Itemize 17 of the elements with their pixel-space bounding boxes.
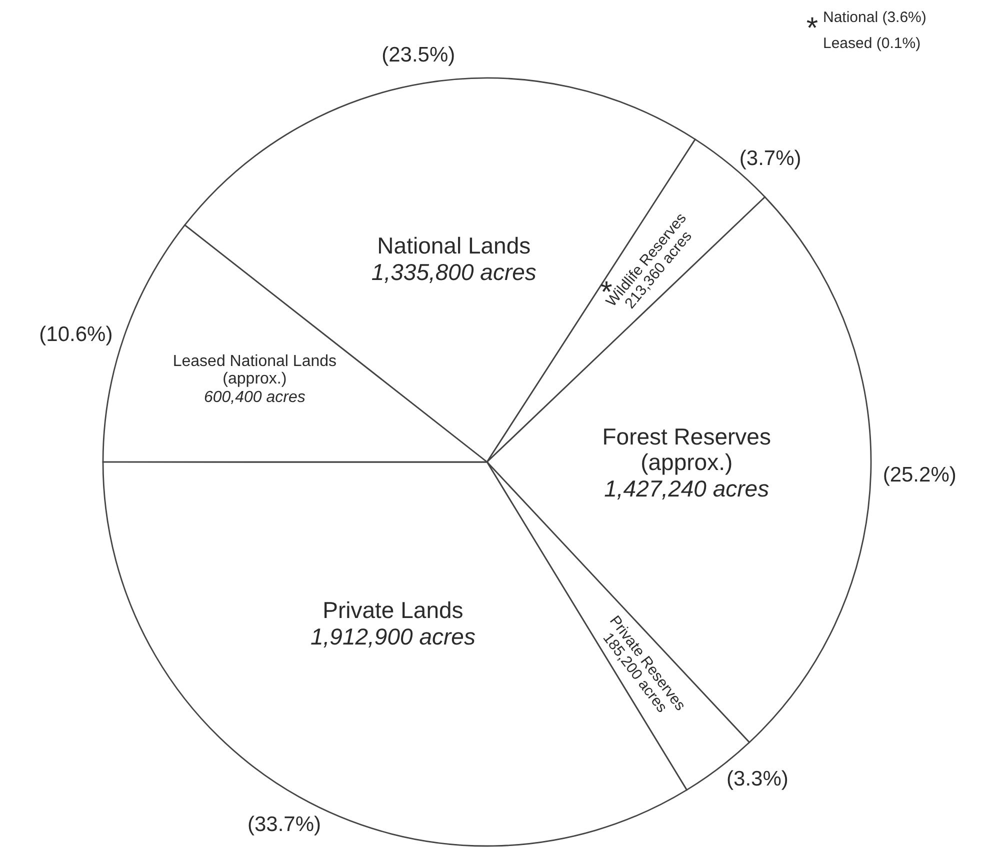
slice-label: National Lands	[377, 232, 531, 259]
text: (3.7%)	[739, 146, 802, 170]
slice-label: Leased National Lands (approx.)	[172, 352, 337, 388]
data-label: 600,400 acres	[204, 388, 306, 406]
text: (33.7%)	[247, 812, 321, 836]
slice-label: Forest Reserves (approx.)	[602, 424, 771, 475]
data-label: 1,427,240 acres	[604, 475, 770, 502]
data-label: 1,912,900 acres	[310, 623, 476, 650]
text: Leased (0.1%)	[823, 35, 921, 52]
text: (3.3%)	[726, 767, 788, 790]
text: (25.2%)	[882, 463, 956, 486]
slice-label: Private Lands	[322, 596, 464, 623]
text: (10.6%)	[39, 322, 113, 346]
data-label: 1,335,800 acres	[371, 259, 537, 286]
text: National (3.6%)	[823, 9, 926, 26]
text: (23.5%)	[382, 44, 456, 67]
text: *	[806, 12, 818, 45]
